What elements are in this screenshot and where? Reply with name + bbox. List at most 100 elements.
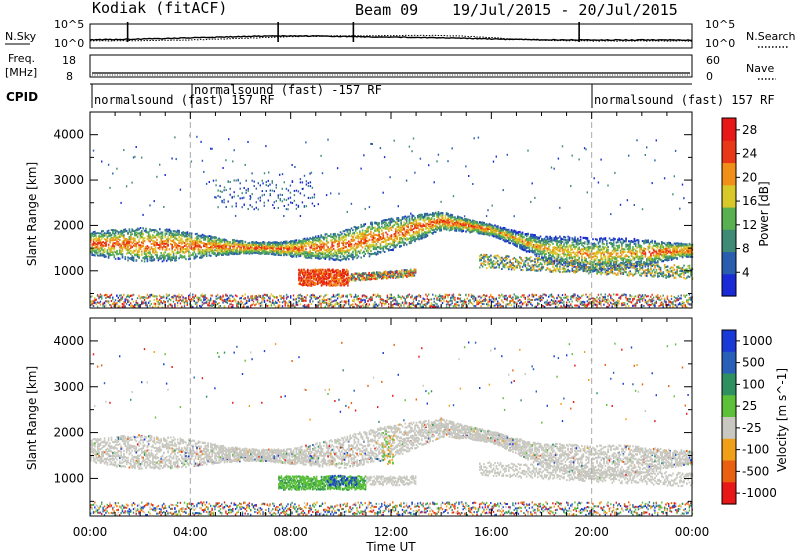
power-pixel [102, 305, 103, 307]
power-pixel [130, 241, 132, 243]
power-pixel [129, 304, 130, 306]
freq-tick-top: 18 [62, 54, 76, 67]
power-pixel [209, 181, 210, 183]
power-pixel [148, 297, 149, 299]
power-pixel [209, 252, 211, 254]
power-pixel [112, 298, 113, 300]
power-pixel [195, 295, 196, 297]
power-pixel [180, 189, 181, 191]
power-pixel [213, 304, 214, 306]
power-pixel [218, 254, 220, 256]
power-pixel [224, 186, 225, 188]
power-pixel [156, 239, 158, 241]
power-pixel [210, 305, 211, 307]
power-pixel [227, 248, 229, 250]
power-pixel [225, 246, 227, 248]
power-pixel [159, 244, 161, 246]
power-pixel [102, 254, 104, 256]
power-pixel [94, 244, 96, 246]
power-pixel [236, 243, 238, 245]
power-pixel [108, 230, 110, 232]
power-pixel [109, 296, 110, 298]
power-pixel [141, 254, 143, 256]
power-pixel [122, 303, 123, 305]
cpid-segment-3: normalsound (fast) 157 RF [594, 93, 775, 107]
power-pixel [185, 251, 187, 253]
power-pixel [162, 302, 163, 304]
power-pixel [102, 303, 103, 305]
power-pixel [220, 248, 222, 250]
power-pixel [159, 164, 160, 166]
power-pixel [151, 243, 153, 245]
power-pixel [214, 196, 215, 198]
power-pixel [229, 245, 231, 247]
power-pixel [235, 215, 236, 217]
power-pixel [123, 231, 125, 233]
power-pixel [111, 238, 113, 240]
power-pixel [136, 259, 138, 261]
power-pixel [173, 246, 175, 248]
power-pixel [111, 229, 113, 231]
power-pixel [96, 249, 98, 251]
power-pixel [198, 297, 199, 299]
power-pixel [229, 300, 230, 302]
power-pixel [97, 248, 99, 250]
figure: Kodiak (fitACF) Beam 09 19/Jul/2015 - 20… [0, 0, 800, 554]
power-pixel [123, 306, 124, 308]
noise-right-tick-bottom: 10^0 [705, 37, 735, 50]
power-pixel [138, 228, 140, 230]
power-pixel [202, 236, 204, 238]
power-pixel [171, 250, 173, 252]
power-pixel [108, 302, 109, 304]
power-pixel [97, 254, 99, 256]
power-pixel [192, 242, 194, 244]
power-pixel [100, 294, 101, 296]
power-pixel [196, 297, 197, 299]
power-pixel [187, 246, 189, 248]
power-pixel [195, 246, 197, 248]
power-pixel [94, 247, 96, 249]
power-pixel [170, 254, 172, 256]
power-pixel [200, 141, 201, 143]
power-pixel [165, 257, 167, 259]
power-pixel [196, 238, 198, 240]
power-pixel [133, 294, 134, 296]
power-pixel [111, 249, 113, 251]
power-pixel [194, 251, 196, 253]
power-pixel [149, 300, 150, 302]
power-pixel [225, 243, 227, 245]
power-pixel [166, 228, 168, 230]
power-pixel [198, 253, 200, 255]
power-pixel [163, 240, 165, 242]
freq-tick-bottom: 8 [66, 70, 73, 83]
power-pixel [216, 244, 218, 246]
power-pixel [125, 239, 127, 241]
power-pixel [218, 249, 220, 251]
power-pixel [196, 242, 198, 244]
power-pixel [199, 257, 201, 259]
power-pixel [151, 254, 153, 256]
power-pixel [178, 300, 179, 302]
power-pixel [235, 299, 236, 301]
power-pixel [188, 249, 190, 251]
power-pixel [202, 160, 203, 162]
power-pixel [119, 299, 120, 301]
power-pixel [213, 242, 215, 244]
power-pixel [96, 302, 97, 304]
power-pixel [166, 297, 167, 299]
power-pixel [125, 230, 127, 232]
power-pixel [211, 246, 213, 248]
power-pixel [136, 248, 138, 250]
power-pixel [116, 230, 118, 232]
power-pixel [152, 234, 154, 236]
power-pixel [131, 255, 133, 257]
power-pixel [166, 246, 168, 248]
power-pixel [126, 303, 127, 305]
power-pixel [158, 247, 160, 249]
power-pixel [116, 238, 118, 240]
power-pixel [96, 232, 98, 234]
power-pixel [148, 235, 150, 237]
power-pixel [184, 301, 185, 303]
power-pixel [104, 302, 105, 304]
power-pixel [122, 248, 124, 250]
